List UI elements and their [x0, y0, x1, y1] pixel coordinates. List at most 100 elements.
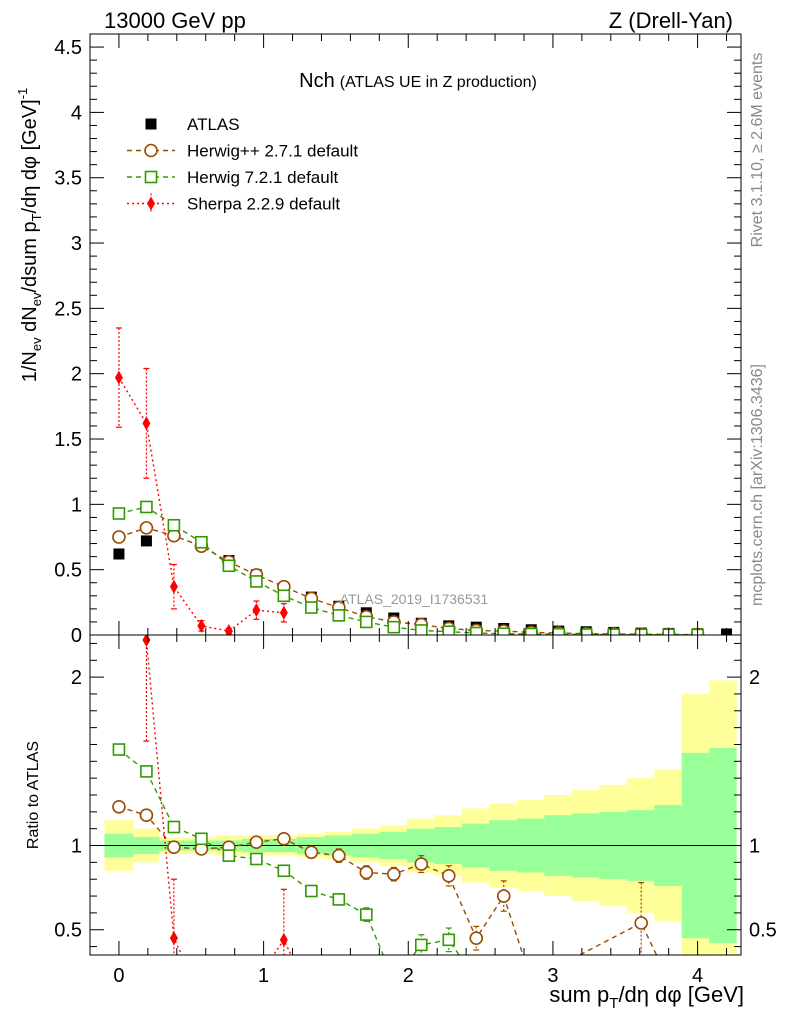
ratio-point-herwig-2-7-1-default	[304, 845, 319, 860]
point-sherpa-2-2-9-default	[142, 416, 151, 431]
point-sherpa-2-2-9-default	[252, 603, 261, 618]
point-herwig-7-2-1-default	[195, 535, 208, 549]
header-right: Z (Drell-Yan)	[609, 8, 733, 33]
point-sherpa-2-2-9-default	[224, 624, 233, 635]
x-tick-label: 4	[692, 965, 703, 987]
ratio-point-herwig-7-2-1-default	[332, 893, 346, 906]
point-herwig-7-2-1-default	[250, 575, 263, 588]
ratio-point-herwig-2-7-1-default	[469, 931, 484, 945]
main-ytick-label: 1	[71, 494, 82, 516]
series-line-herwig-7-2-1-default	[118, 506, 698, 635]
legend-label-herwig-2-7-1-default: Herwig++ 2.7.1 default	[187, 142, 358, 161]
point-sherpa-2-2-9-default	[197, 618, 206, 633]
point-herwig-7-2-1-default	[332, 609, 346, 622]
main-ytick-label: 3	[71, 233, 82, 255]
main-ytick-label: 2.5	[54, 298, 82, 320]
point-herwig-7-2-1-default	[277, 589, 291, 603]
point-herwig-7-2-1-default	[552, 627, 566, 635]
ratio-point-herwig-2-7-1-default	[112, 799, 126, 814]
ratio-panel: 0.5 0.5 1 1 2 2 0 1 2 3 4 Ratio to ATLAS sum pT/d…	[25, 634, 777, 1012]
ratio-point-herwig-2-7-1-default	[332, 848, 346, 863]
ratio-ytick-label-right: 1	[749, 836, 760, 858]
ratio-point-herwig-7-2-1-default	[167, 820, 181, 834]
ratio-point-herwig-2-7-1-default	[634, 916, 648, 930]
ratio-point-herwig-7-2-1-default	[140, 765, 153, 778]
legend-label-herwig-7-2-1-default: Herwig 7.2.1 default	[187, 168, 338, 187]
ratio-point-herwig-2-7-1-default	[277, 831, 291, 846]
point-herwig-7-2-1-default	[387, 620, 401, 634]
ratio-point-sherpa-2-2-9-default	[279, 932, 288, 947]
point-herwig-7-2-1-default	[360, 615, 373, 629]
ratio-ytick-label: 0.5	[54, 920, 82, 942]
ratio-ytick-label: 1	[71, 836, 82, 858]
ratio-point-herwig-2-7-1-default	[359, 865, 374, 880]
ratio-point-herwig-2-7-1-default	[496, 889, 511, 903]
ratio-point-herwig-2-7-1-default	[386, 867, 401, 881]
main-ytick-label: 0.5	[54, 560, 82, 582]
ratio-point-herwig-7-2-1-default	[305, 884, 318, 898]
plot-title-main: Nch	[299, 70, 335, 92]
point-herwig-7-2-1-default	[442, 625, 456, 635]
ratio-point-herwig-2-7-1-default	[414, 857, 429, 871]
ratio-ytick-label: 2	[71, 667, 82, 689]
y-axis-label-main: 1/Nev dNev/dsum pT/dη dφ [GeV]-1	[15, 88, 44, 383]
legend-marker-herwig-2-7-1-default	[144, 143, 158, 158]
ratio-point-herwig-7-2-1-default	[112, 743, 126, 756]
ratio-point-herwig-7-2-1-default	[195, 832, 208, 846]
header-left: 13000 GeV pp	[104, 8, 246, 33]
ratio-point-herwig-2-7-1-default	[441, 869, 456, 883]
main-ytick-label: 1.5	[54, 429, 82, 451]
main-ytick-label: 3.5	[54, 168, 82, 190]
point-herwig-7-2-1-default	[140, 500, 153, 514]
ratio-point-herwig-7-2-1-default	[222, 849, 236, 862]
x-tick-label: 1	[258, 965, 269, 987]
point-atlas	[140, 535, 152, 547]
main-panel: 0 0.5 1 1.5 2 2.5 3 3.5 4 4.5 Nch (ATLAS UE in Z p…	[15, 33, 742, 647]
x-tick-label: 2	[403, 965, 414, 987]
point-atlas	[113, 548, 125, 560]
point-herwig-2-7-1-default	[139, 521, 154, 535]
point-herwig-7-2-1-default	[497, 627, 511, 635]
legend-marker-sherpa-2-2-9-default	[147, 196, 155, 211]
main-ytick-label: 4.5	[54, 37, 82, 59]
main-ytick-label: 4	[71, 102, 82, 124]
ratio-point-sherpa-2-2-9-default	[169, 931, 178, 946]
point-sherpa-2-2-9-default	[169, 579, 178, 594]
point-herwig-7-2-1-default	[222, 559, 236, 573]
point-herwig-7-2-1-default	[579, 628, 593, 635]
point-sherpa-2-2-9-default	[279, 605, 288, 620]
y-axis-label-ratio: Ratio to ATLAS	[25, 741, 42, 849]
side-text-lower: mcplots.cern.ch [arXiv:1306.3436]	[749, 364, 766, 606]
ratio-ytick-label-right: 0.5	[749, 920, 777, 942]
ratio-point-herwig-2-7-1-default	[249, 835, 264, 849]
ratio-point-herwig-7-2-1-default	[277, 864, 291, 878]
point-herwig-7-2-1-default	[112, 507, 126, 520]
ratio-point-herwig-2-7-1-default	[167, 840, 181, 855]
ratio-point-sherpa-2-2-9-default	[142, 635, 151, 648]
ratio-point-herwig-2-7-1-default	[139, 808, 154, 823]
point-herwig-2-7-1-default	[112, 530, 126, 544]
legend-marker-atlas	[145, 118, 157, 130]
legend-label-atlas: ATLAS	[187, 115, 240, 134]
legend-label-sherpa-2-2-9-default: Sherpa 2.2.9 default	[187, 195, 340, 214]
x-tick-label: 3	[547, 965, 558, 987]
main-ytick-label: 2	[71, 364, 82, 386]
point-herwig-7-2-1-default	[469, 626, 483, 635]
point-herwig-7-2-1-default	[524, 627, 538, 635]
point-herwig-7-2-1-default	[414, 624, 428, 635]
point-herwig-7-2-1-default	[167, 518, 181, 532]
x-axis-label: sum pT/dη dφ [GeV]	[549, 982, 744, 1012]
ratio-ytick-label-right: 2	[749, 667, 760, 689]
ratio-point-herwig-7-2-1-default	[414, 938, 428, 952]
point-herwig-7-2-1-default	[305, 601, 318, 614]
plot-subtitle: (ATLAS UE in Z production)	[340, 74, 537, 91]
ratio-point-herwig-7-2-1-default	[360, 908, 373, 921]
ratio-point-herwig-7-2-1-default	[442, 933, 456, 947]
plot-title: Nch (ATLAS UE in Z production)	[299, 70, 537, 92]
legend: ATLAS Herwig++ 2.7.1 default Herwig 7.2.1 …	[127, 115, 358, 214]
legend-marker-herwig-7-2-1-default	[144, 170, 158, 184]
side-text-upper: Rivet 3.1.10, ≥ 2.6M events	[749, 53, 766, 248]
ratio-point-herwig-7-2-1-default	[250, 852, 263, 866]
main-ytick-label: 0	[71, 625, 82, 647]
